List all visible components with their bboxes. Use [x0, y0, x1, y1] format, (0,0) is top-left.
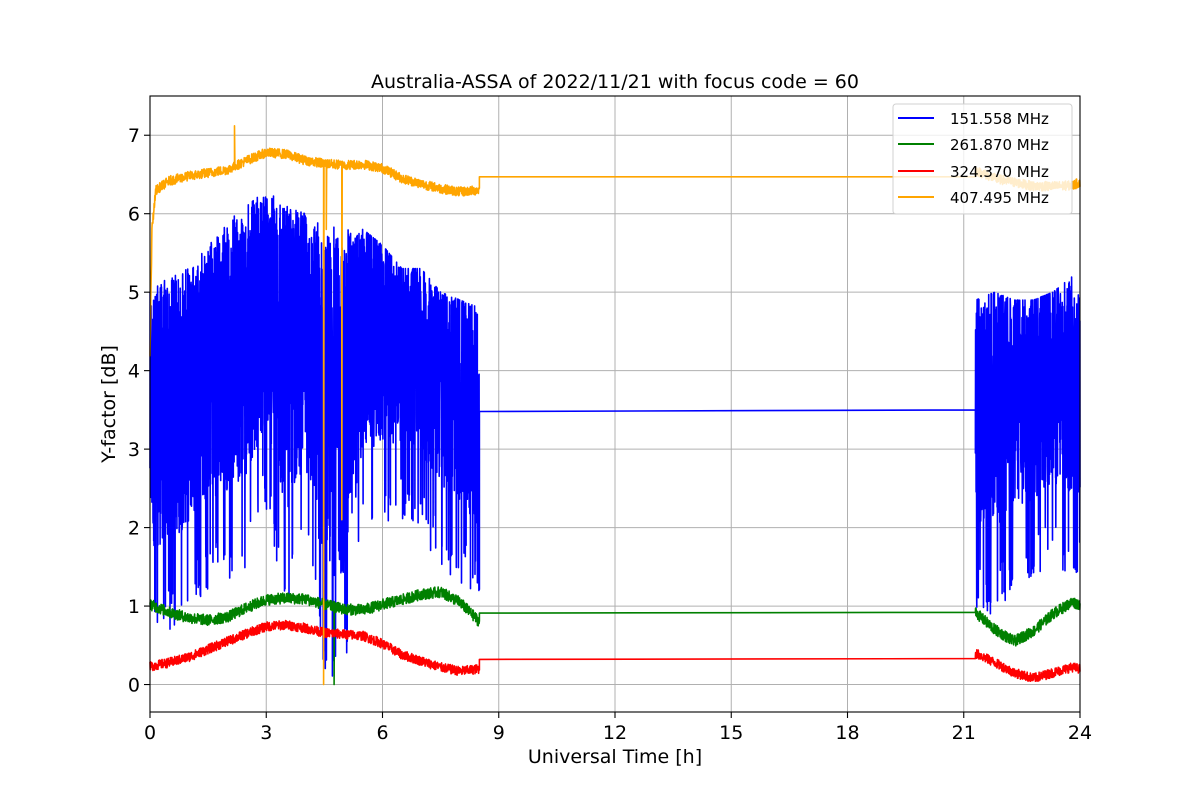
series-261-870-mhz: [149, 586, 1081, 686]
x-tick-label: 3: [260, 722, 272, 744]
x-tick-label: 18: [835, 722, 859, 744]
x-tick-label: 12: [603, 722, 627, 744]
series-line: [149, 619, 1081, 682]
legend: 151.558 MHz 261.870 MHz 324.370 MHz 407.…: [892, 103, 1073, 215]
y-tick-label: 0: [128, 675, 140, 697]
x-tick-label: 9: [493, 722, 505, 744]
x-tick-label: 24: [1068, 722, 1092, 744]
y-tick-label: 6: [128, 204, 140, 226]
legend-label-324-370: 324.370 MHz: [950, 163, 1049, 181]
series-line: [149, 586, 1081, 686]
series-151-558-mhz: [149, 195, 1081, 677]
series-line: [149, 195, 1081, 677]
y-tick-label: 7: [128, 125, 140, 147]
y-tick-label: 1: [128, 596, 140, 618]
y-tick-label: 5: [128, 282, 140, 304]
y-tick-label: 3: [128, 439, 140, 461]
x-tick-label: 15: [719, 722, 743, 744]
legend-label-151-558: 151.558 MHz: [950, 110, 1049, 128]
y-tick-label: 2: [128, 518, 140, 540]
x-tick-label: 21: [952, 722, 976, 744]
x-tick-label: 6: [376, 722, 388, 744]
y-tick-label: 4: [128, 361, 140, 383]
x-axis-label: Universal Time [h]: [528, 746, 702, 768]
legend-label-261-870: 261.870 MHz: [950, 136, 1049, 154]
series-324-370-mhz: [149, 619, 1081, 682]
chart-title: Australia-ASSA of 2022/11/21 with focus …: [371, 71, 859, 93]
y-axis-label: Y-factor [dB]: [98, 345, 120, 464]
legend-label-407-495: 407.495 MHz: [950, 189, 1049, 207]
legend-box: [892, 103, 1073, 215]
x-tick-label: 0: [144, 722, 156, 744]
